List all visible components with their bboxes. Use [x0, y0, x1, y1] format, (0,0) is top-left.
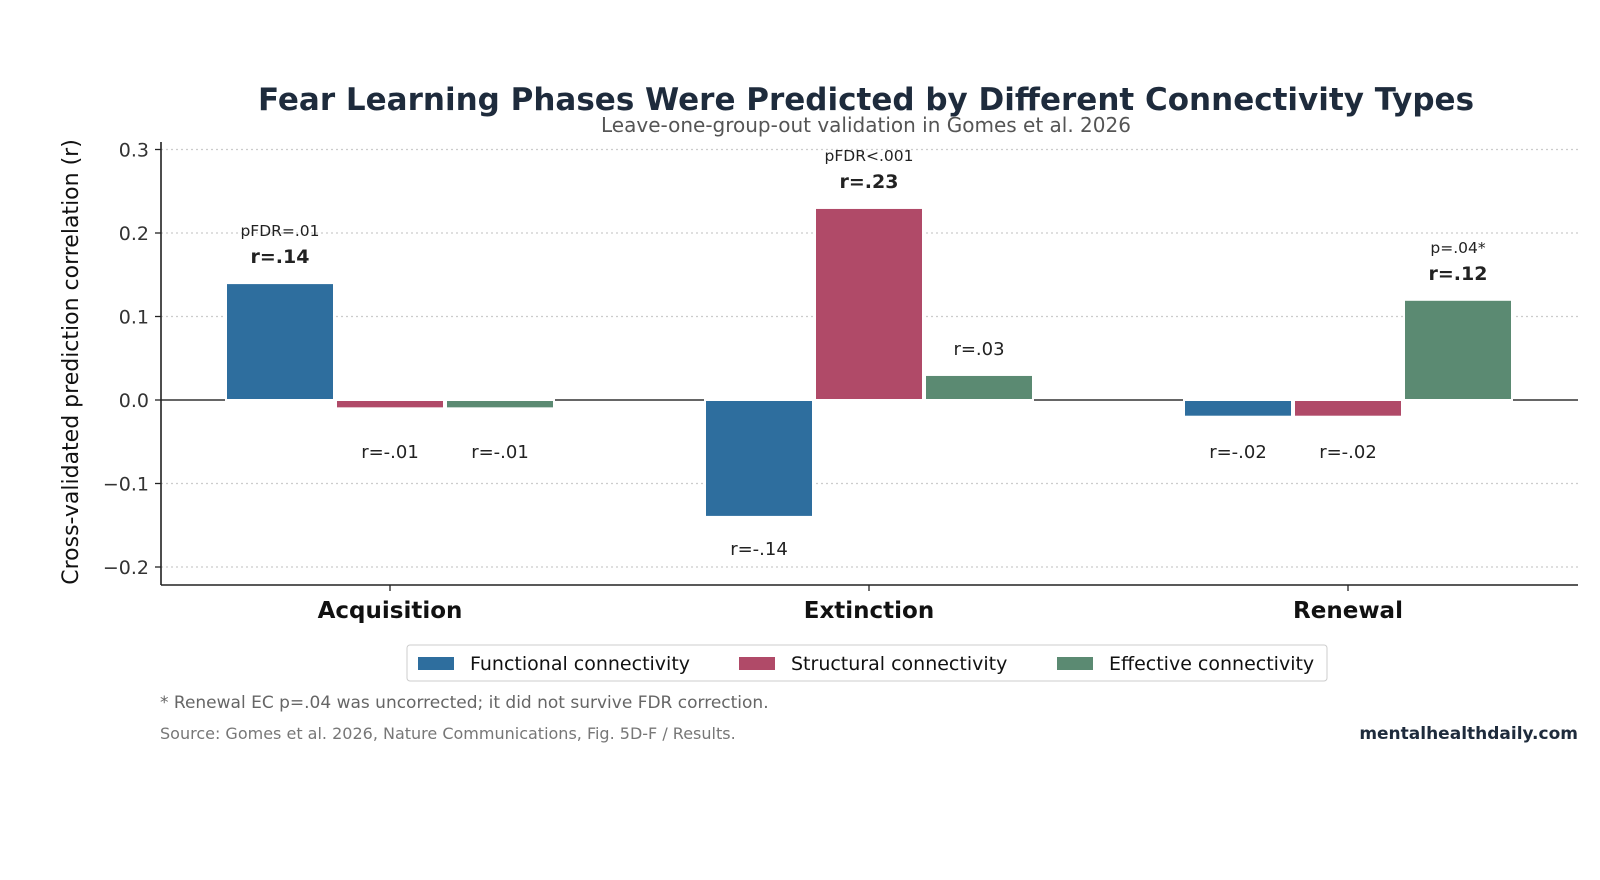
footnote: * Renewal EC p=.04 was uncorrected; it d… [160, 693, 769, 713]
data-label: r=-.02 [1319, 442, 1377, 463]
x-tick-label: Acquisition [318, 598, 463, 624]
data-label: r=.14 [251, 246, 310, 268]
bar [1183, 399, 1293, 418]
x-tick-label: Extinction [804, 598, 935, 624]
significance-label: p=.04* [1430, 239, 1485, 257]
legend-box [406, 644, 1328, 682]
data-label: r=-.01 [361, 442, 419, 463]
data-label: r=-.14 [730, 539, 788, 560]
legend-swatch [739, 657, 775, 670]
bar [704, 399, 814, 518]
legend-label: Functional connectivity [470, 653, 690, 675]
legend-swatch [1057, 657, 1093, 670]
data-label: r=.12 [1429, 263, 1488, 285]
data-label: r=.23 [840, 171, 899, 193]
bar [335, 399, 445, 410]
bar [225, 282, 335, 402]
y-tick-label: −0.1 [103, 474, 149, 496]
bar [1403, 298, 1513, 401]
significance-label: pFDR=.01 [240, 222, 319, 240]
bar [924, 373, 1034, 402]
x-tick-label: Renewal [1293, 598, 1403, 624]
chart-title: Fear Learning Phases Were Predicted by D… [258, 82, 1474, 118]
y-tick-label: 0.1 [119, 307, 149, 329]
legend-swatch [418, 657, 454, 670]
y-tick-label: 0.2 [119, 223, 149, 245]
data-label: r=.03 [953, 339, 1004, 360]
legend: Functional connectivity Structural connec… [406, 644, 1328, 682]
y-tick-label: 0.3 [119, 140, 149, 162]
data-label: r=-.01 [471, 442, 529, 463]
brand-label: mentalhealthdaily.com [1359, 724, 1578, 744]
bar [1293, 399, 1403, 418]
y-tick-label: −0.2 [103, 557, 149, 579]
legend-label: Structural connectivity [791, 653, 1007, 675]
bar [445, 399, 555, 410]
y-axis-label: Cross-validated prediction correlation (… [59, 139, 84, 585]
significance-label: pFDR<.001 [825, 147, 914, 165]
legend-label: Effective connectivity [1109, 653, 1314, 675]
bar [814, 206, 924, 401]
chart-subtitle: Leave-one-group-out validation in Gomes … [601, 113, 1131, 137]
source-note: Source: Gomes et al. 2026, Nature Commun… [160, 724, 736, 743]
data-label: r=-.02 [1209, 442, 1267, 463]
y-tick-label: 0.0 [119, 390, 149, 412]
